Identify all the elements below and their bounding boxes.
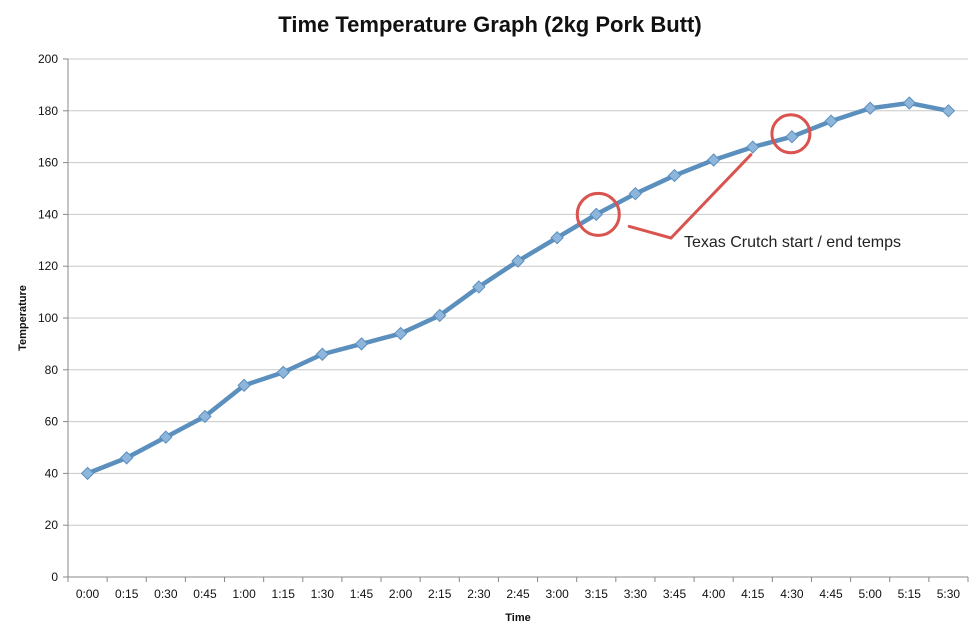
x-tick-label: 1:00 <box>232 587 256 601</box>
data-point-marker <box>941 104 956 118</box>
data-point-marker <box>315 347 330 361</box>
x-tick-label: 1:15 <box>272 587 296 601</box>
x-axis-title: Time <box>505 612 530 624</box>
x-tick-label: 0:00 <box>76 587 100 601</box>
y-tick-label: 0 <box>51 570 58 584</box>
x-tick-label: 4:00 <box>702 587 726 601</box>
data-point-marker <box>119 451 134 465</box>
data-point-marker <box>393 326 408 341</box>
data-point-marker <box>902 96 917 110</box>
y-tick-label: 20 <box>45 518 59 532</box>
data-point-marker <box>276 365 290 380</box>
x-tick-label: 0:15 <box>115 587 139 601</box>
x-tick-label: 2:30 <box>467 587 491 601</box>
x-tick-label: 3:45 <box>663 587 687 601</box>
y-tick-label: 80 <box>45 363 59 377</box>
series-line-path <box>85 100 951 476</box>
x-tick-label: 5:15 <box>898 587 922 601</box>
data-point-marker <box>511 254 525 268</box>
x-tick-label: 1:45 <box>350 587 374 601</box>
y-tick-label: 200 <box>38 52 58 66</box>
y-tick-label: 180 <box>38 104 58 118</box>
chart-title: Time Temperature Graph (2kg Pork Butt) <box>278 12 702 37</box>
data-point-marker <box>354 337 369 351</box>
x-tick-label: 4:15 <box>741 587 765 601</box>
data-point-marker <box>159 430 173 444</box>
annotation-connector-end <box>669 153 753 240</box>
data-point-marker <box>433 308 447 323</box>
y-tick-labels: 0 20 40 60 80 100 120 140 160 180 200 <box>38 52 58 584</box>
data-point-marker <box>706 153 721 167</box>
data-point-marker <box>550 231 564 245</box>
x-tick-label: 2:00 <box>389 587 413 601</box>
annotation-circle-end <box>770 113 812 155</box>
x-tick-label: 5:00 <box>858 587 882 601</box>
y-tick-label: 40 <box>45 466 59 480</box>
x-tick-label: 5:30 <box>937 587 961 601</box>
data-point-marker <box>863 101 877 115</box>
x-tick-label: 1:30 <box>311 587 335 601</box>
data-point-marker <box>80 466 95 481</box>
y-tick-label: 100 <box>38 311 58 325</box>
x-tick-label: 4:45 <box>819 587 843 601</box>
data-points <box>80 96 956 481</box>
data-point-marker <box>785 129 799 144</box>
x-tick-label: 3:00 <box>545 587 569 601</box>
data-point-marker <box>472 280 486 294</box>
data-point-marker <box>667 168 682 183</box>
data-point-marker <box>628 186 643 201</box>
y-tick-label: 160 <box>38 156 58 170</box>
x-tick-labels: 0:00 0:15 0:30 0:45 1:00 1:15 1:30 1:45 2:00 2:15… <box>76 587 961 601</box>
data-point-marker <box>589 207 603 222</box>
y-tick-label: 120 <box>38 259 58 273</box>
x-tick-label: 4:30 <box>780 587 804 601</box>
axes <box>63 58 969 582</box>
data-point-marker <box>198 409 212 424</box>
x-tick-label: 0:30 <box>154 587 178 601</box>
x-tick-label: 2:45 <box>506 587 530 601</box>
gridlines <box>68 58 968 526</box>
data-point-marker <box>824 114 838 128</box>
y-tick-label: 140 <box>38 207 58 221</box>
x-tick-label: 3:30 <box>624 587 648 601</box>
data-point-marker <box>237 378 251 393</box>
annotation: Texas Crutch start / end temps <box>575 113 901 251</box>
annotation-connector-start <box>627 224 673 240</box>
annotation-circle-start <box>575 191 621 237</box>
series-line <box>85 100 951 476</box>
annotation-text: Texas Crutch start / end temps <box>684 234 901 251</box>
x-tick-label: 3:15 <box>585 587 609 601</box>
x-tick-label: 2:15 <box>428 587 452 601</box>
y-axis-title: Temperature <box>17 285 29 351</box>
x-tick-label: 0:45 <box>193 587 217 601</box>
y-tick-label: 60 <box>45 415 59 429</box>
data-point-marker <box>746 140 760 154</box>
